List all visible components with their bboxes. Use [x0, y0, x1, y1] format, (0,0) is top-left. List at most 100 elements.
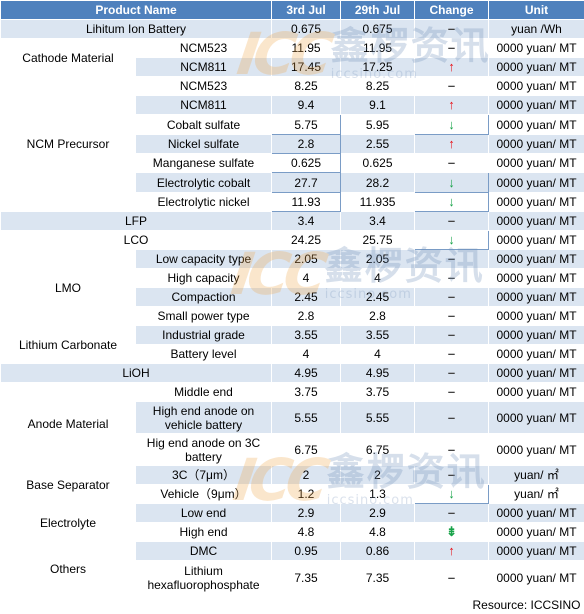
price-date-1: 2.05 [272, 250, 341, 269]
price-date-2: 3.75 [341, 383, 415, 402]
unit-cell: yuan/ ㎡ [489, 485, 584, 504]
price-date-1: 0.95 [272, 542, 341, 561]
change-cell: – [415, 250, 489, 269]
group-cell: Cathode Material [1, 39, 136, 77]
unit-cell: 0000 yuan/ MT [489, 307, 584, 326]
subproduct-cell: Nickel sulfate [136, 135, 272, 154]
unit-cell: 0000 yuan/ MT [489, 115, 584, 135]
group-cell: Anode Material [1, 383, 136, 466]
group-cell: NCM Precursor [1, 77, 136, 212]
price-date-1: 1.2 [272, 485, 341, 504]
price-date-2: 0.675 [341, 20, 415, 39]
price-date-1: 2.45 [272, 288, 341, 307]
change-cell: ↑ [415, 96, 489, 115]
price-date-2: 0.86 [341, 542, 415, 561]
subproduct-cell: Industrial grade [136, 326, 272, 345]
price-date-2: 0.625 [341, 154, 415, 173]
subproduct-cell: NCM811 [136, 96, 272, 115]
change-cell: – [415, 39, 489, 58]
change-cell: – [415, 434, 489, 466]
header-row: Product Name 3rd Jul 29th Jul Change Uni… [1, 1, 584, 20]
change-cell: – [415, 288, 489, 307]
price-date-1: 2.8 [272, 307, 341, 326]
unit-cell: 0000 yuan/ MT [489, 173, 584, 193]
dash-icon: – [448, 327, 455, 342]
subproduct-cell: DMC [136, 542, 272, 561]
price-date-1: 4.95 [272, 364, 341, 383]
product-cell: LiOH [1, 364, 272, 383]
subproduct-cell: Vehicle（9μm） [136, 485, 272, 504]
product-cell: Lihitum Ion Battery [1, 20, 272, 39]
price-date-1: 0.625 [272, 154, 341, 173]
product-cell: LFP [1, 212, 272, 231]
unit-cell: 0000 yuan/ MT [489, 135, 584, 154]
price-date-1: 5.75 [272, 115, 341, 135]
dash-icon: – [448, 505, 455, 520]
group-cell: Lithium Carbonate [1, 326, 136, 364]
dash-icon: – [448, 155, 455, 170]
change-cell: ↓ [415, 115, 489, 135]
price-date-2: 2.05 [341, 250, 415, 269]
price-date-1: 5.55 [272, 402, 341, 434]
header-date-1: 3rd Jul [272, 1, 341, 20]
unit-cell: 0000 yuan/ MT [489, 269, 584, 288]
subproduct-cell: Manganese sulfate [136, 154, 272, 173]
change-cell: – [415, 154, 489, 173]
price-date-2: 2.55 [341, 135, 415, 154]
change-cell: ↓ [415, 173, 489, 193]
subproduct-cell: High end anode on vehicle battery [136, 402, 272, 434]
price-date-2: 11.935 [341, 193, 415, 212]
subproduct-cell: Low end [136, 504, 272, 523]
price-date-1: 11.93 [272, 193, 341, 212]
arrow-down-icon: ↓ [448, 232, 455, 247]
unit-cell: 0000 yuan/ MT [489, 154, 584, 173]
group-cell: LMO [1, 250, 136, 326]
change-cell: – [415, 307, 489, 326]
unit-cell: 0000 yuan/ MT [489, 326, 584, 345]
price-date-1: 9.4 [272, 96, 341, 115]
unit-cell: yuan/ ㎡ [489, 466, 584, 485]
subproduct-cell: 3C（7μm） [136, 466, 272, 485]
subproduct-cell: Middle end [136, 383, 272, 402]
dash-icon: – [448, 21, 455, 36]
price-date-1: 4.8 [272, 523, 341, 542]
unit-cell: 0000 yuan/ MT [489, 402, 584, 434]
unit-cell: 0000 yuan/ MT [489, 77, 584, 96]
arrow-down-icon: ⇟ [446, 524, 457, 539]
subproduct-cell: NCM811 [136, 58, 272, 77]
subproduct-cell: Electrolytic nickel [136, 193, 272, 212]
price-date-1: 2.9 [272, 504, 341, 523]
change-cell: – [415, 504, 489, 523]
change-cell: – [415, 20, 489, 39]
change-cell: ↓ [415, 193, 489, 212]
unit-cell: 0000 yuan/ MT [489, 364, 584, 383]
price-date-1: 6.75 [272, 434, 341, 466]
subproduct-cell: Battery level [136, 345, 272, 364]
unit-cell: 0000 yuan/ MT [489, 542, 584, 561]
price-date-1: 3.75 [272, 383, 341, 402]
change-cell: – [415, 466, 489, 485]
change-cell: – [415, 77, 489, 96]
price-date-2: 8.25 [341, 77, 415, 96]
arrow-down-icon: ↓ [448, 175, 455, 190]
price-date-2: 2.8 [341, 307, 415, 326]
price-date-1: 2.8 [272, 135, 341, 154]
header-date-2: 29th Jul [341, 1, 415, 20]
arrow-down-icon: ↓ [448, 486, 455, 501]
header-change: Change [415, 1, 489, 20]
price-date-2: 4.8 [341, 523, 415, 542]
price-date-2: 4 [341, 269, 415, 288]
change-cell: – [415, 212, 489, 231]
price-date-2: 28.2 [341, 173, 415, 193]
